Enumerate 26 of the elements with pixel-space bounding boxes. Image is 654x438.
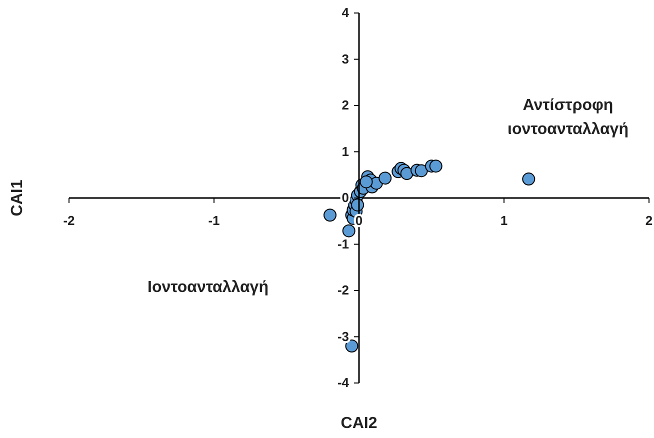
point xyxy=(345,340,358,352)
y-tick-label: -2 xyxy=(337,282,349,298)
x-tick-label: 1 xyxy=(500,213,508,228)
y-tick-label: 1 xyxy=(342,144,349,159)
point xyxy=(429,160,442,173)
point xyxy=(378,172,392,185)
x-tick-label: 0 xyxy=(355,213,363,228)
point xyxy=(324,208,336,222)
point xyxy=(522,172,536,186)
x-axis-title: CAI2 xyxy=(340,415,378,432)
y-tick-label: -3 xyxy=(337,328,349,344)
point xyxy=(414,164,428,178)
x-tick-label: -1 xyxy=(208,213,220,228)
y-tick-label: 4 xyxy=(342,5,350,20)
x-tick-label: -2 xyxy=(63,213,75,228)
point xyxy=(342,224,356,238)
point xyxy=(400,166,414,180)
y-tick-label: 3 xyxy=(342,51,349,66)
annotation: Αντίστροφη ιοντοανταλλαγή xyxy=(508,97,628,138)
y-axis-title: CAI1 xyxy=(9,180,26,216)
y-tick-label: -1 xyxy=(337,236,349,252)
point xyxy=(360,175,373,188)
x-tick-label: 2 xyxy=(645,213,653,228)
annotation: Ιοντοανταλλαγή xyxy=(148,279,268,296)
y-tick-label: 2 xyxy=(342,98,349,112)
y-tick-label: -4 xyxy=(337,375,350,390)
